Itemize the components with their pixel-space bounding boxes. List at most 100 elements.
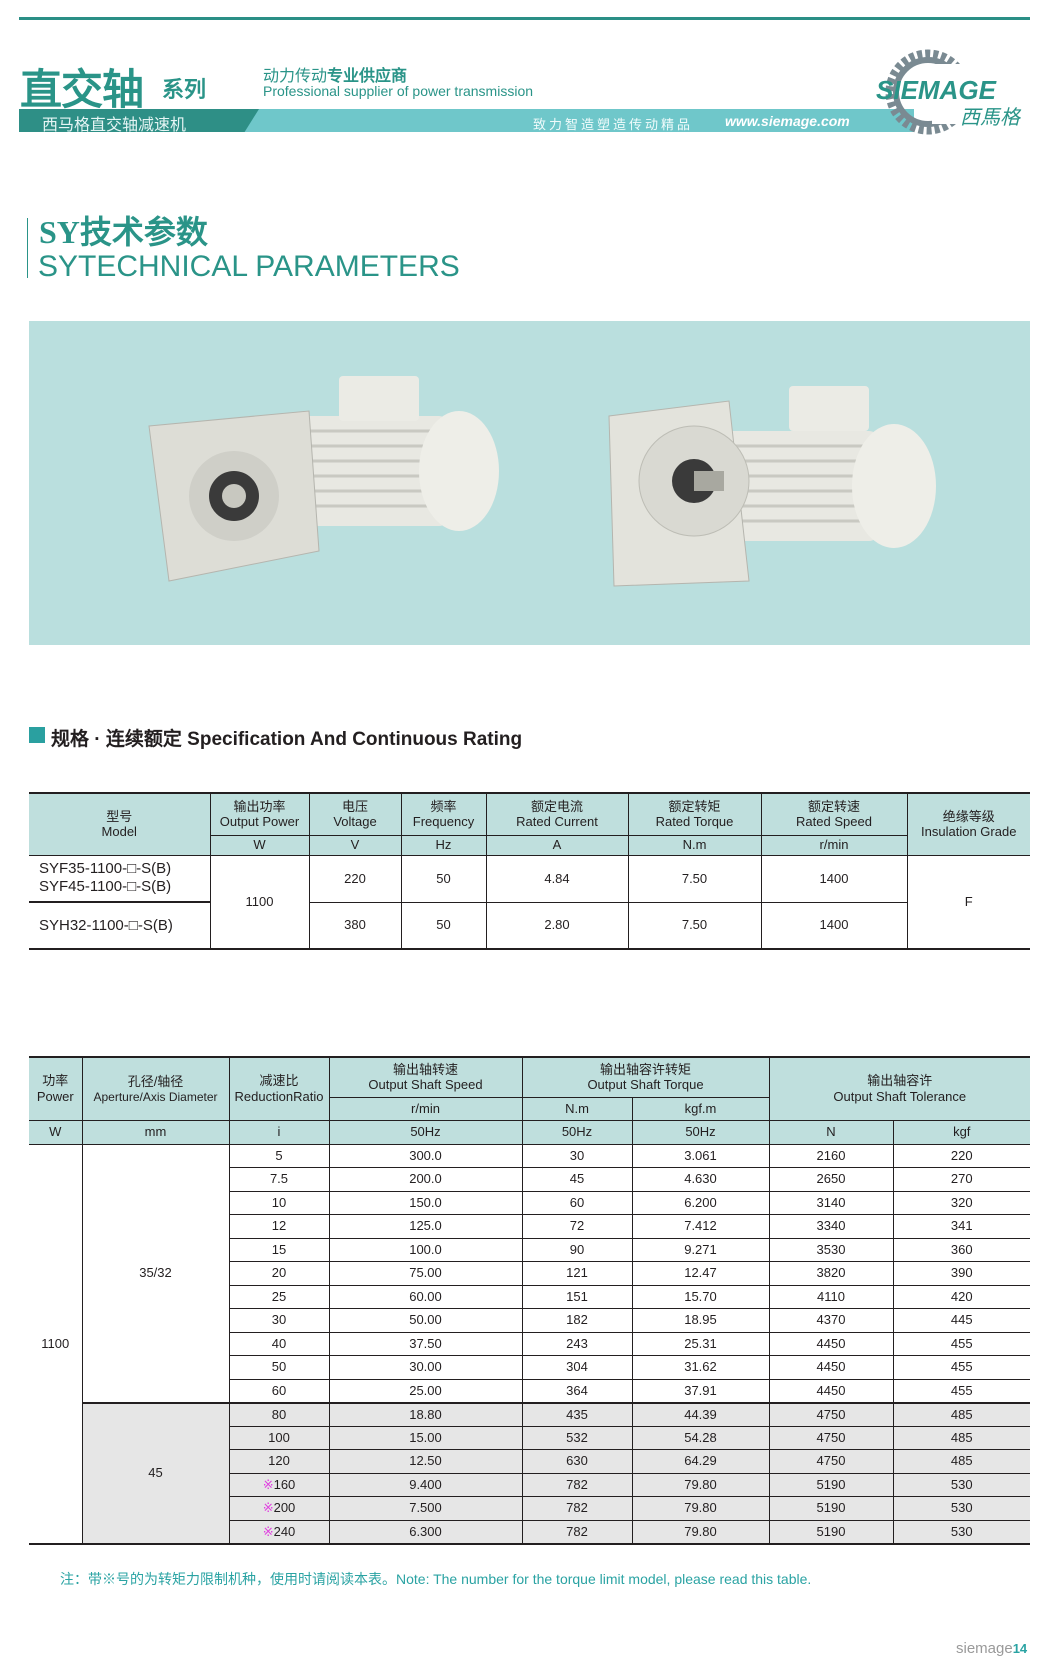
table-row: 50 30.00 304 31.62 4450 455 xyxy=(29,1355,1030,1380)
ratio-cell: 50 xyxy=(229,1355,330,1380)
unit-power: W xyxy=(29,1120,83,1145)
n-cell: 4750 xyxy=(768,1425,894,1450)
speed-cell: 7.500 xyxy=(328,1496,523,1521)
kgf-cell: 485 xyxy=(892,1425,1030,1450)
page-number: 14 xyxy=(1012,1641,1028,1656)
unit-ratio: i xyxy=(228,1120,330,1145)
header-frequency: 频率 Frequency xyxy=(400,792,487,836)
kgfm-cell: 25.31 xyxy=(631,1331,770,1356)
kgfm-cell: 9.271 xyxy=(631,1237,770,1262)
unit-speed: r/min xyxy=(760,834,907,856)
ratio-cell: 80 xyxy=(228,1401,330,1427)
n-cell: 2160 xyxy=(768,1143,894,1168)
speed-cell: 6.300 xyxy=(328,1519,523,1544)
speed-cell: 50.00 xyxy=(328,1308,523,1333)
nm-cell: 121 xyxy=(521,1261,633,1286)
speed-cell: 200.0 xyxy=(328,1167,523,1192)
ratio-cell: 30 xyxy=(229,1308,330,1333)
n-cell: 4370 xyxy=(768,1308,894,1333)
speed-cell: 300.0 xyxy=(328,1143,523,1168)
nm-cell: 243 xyxy=(521,1331,633,1356)
kgf-cell: 485 xyxy=(892,1401,1030,1427)
nm-cell: 304 xyxy=(521,1355,633,1380)
n-cell: 4450 xyxy=(768,1355,894,1380)
frequency-cell: 50 xyxy=(400,854,487,903)
svg-text:SIEMAGE: SIEMAGE xyxy=(876,75,997,105)
table-row: 100 15.00 532 54.28 4750 485 xyxy=(29,1425,1030,1450)
output-table: 功率 Power 孔径/轴径 Aperture/Axis Diameter 减速比 R… xyxy=(29,1056,1030,1545)
ratio-cell: 120 xyxy=(229,1449,330,1474)
kgf-cell: 270 xyxy=(892,1167,1030,1192)
kgf-cell: 220 xyxy=(892,1143,1030,1168)
kgfm-cell: 54.28 xyxy=(631,1425,770,1450)
kgfm-cell: 64.29 xyxy=(631,1449,770,1474)
nm-cell: 435 xyxy=(521,1401,633,1427)
aperture-cell: 45 xyxy=(82,1401,230,1544)
kgfm-cell: 79.80 xyxy=(631,1472,770,1497)
n-cell: 4750 xyxy=(768,1449,894,1474)
rating-table: 型号 Model 输出功率 Output Power 电压 Voltage 频率 Fre… xyxy=(29,792,1030,950)
ratio-cell: 10 xyxy=(229,1190,330,1215)
n-cell: 5190 xyxy=(768,1519,894,1544)
nm-cell: 364 xyxy=(521,1378,633,1403)
kgfm-cell: 18.95 xyxy=(631,1308,770,1333)
kgfm-cell: 6.200 xyxy=(631,1190,770,1215)
freq-torque-kgfm: 50Hz xyxy=(631,1120,770,1145)
freq-speed: 50Hz xyxy=(328,1120,523,1145)
table-row: 45 80 18.80 435 44.39 4750 485 xyxy=(29,1401,1030,1544)
kgfm-cell: 15.70 xyxy=(631,1284,770,1309)
unit-current: A xyxy=(485,834,629,856)
torque-limit-mark: ※ xyxy=(262,1500,274,1516)
freq-torque-nm: 50Hz xyxy=(521,1120,633,1145)
speed-cell: 60.00 xyxy=(328,1284,523,1309)
unit-torque-nm: N.m xyxy=(521,1096,633,1121)
table-row: SYH32-1100-□-S(B) 380 50 2.80 7.50 1400 xyxy=(29,901,1030,950)
kgfm-cell: 12.47 xyxy=(631,1261,770,1286)
speed-cell: 150.0 xyxy=(328,1190,523,1215)
frequency-cell: 50 xyxy=(400,901,487,950)
n-cell: 3340 xyxy=(768,1214,894,1239)
speed-cell: 100.0 xyxy=(328,1237,523,1262)
torque-cell: 7.50 xyxy=(627,854,762,903)
table-row: 15 100.0 90 9.271 3530 360 xyxy=(29,1237,1030,1262)
ratio-cell: 60 xyxy=(229,1378,330,1403)
kgf-cell: 420 xyxy=(892,1284,1030,1309)
table-row: ※240 6.300 782 79.80 5190 530 xyxy=(29,1519,1030,1544)
section-subtitle: SYTECHNICAL PARAMETERS xyxy=(38,250,460,283)
banner-dark-segment xyxy=(19,109,259,132)
n-cell: 3820 xyxy=(768,1261,894,1286)
table-row: SYF35-1100-□-S(B) SYF45-1100-□-S(B) 1100 … xyxy=(29,854,1030,950)
n-cell: 5190 xyxy=(768,1472,894,1497)
nm-cell: 60 xyxy=(521,1190,633,1215)
product-photo xyxy=(29,321,1030,645)
unit-speed: r/min xyxy=(329,1096,523,1121)
table-row: ※160 9.400 782 79.80 5190 530 xyxy=(29,1472,1030,1497)
nm-cell: 782 xyxy=(521,1472,633,1497)
ratio-cell: 12 xyxy=(229,1214,330,1239)
kgf-cell: 390 xyxy=(892,1261,1030,1286)
n-cell: 5190 xyxy=(768,1496,894,1521)
unit-torque-kgfm: kgf.m xyxy=(631,1096,770,1121)
kgf-cell: 455 xyxy=(892,1355,1030,1380)
header-aperture: 孔径/轴径 Aperture/Axis Diameter xyxy=(81,1056,230,1121)
table-row: 12 125.0 72 7.412 3340 341 xyxy=(29,1214,1030,1239)
kgfm-cell: 31.62 xyxy=(631,1355,770,1380)
kgfm-cell: 3.061 xyxy=(631,1143,770,1168)
banner-url[interactable]: www.siemage.com xyxy=(725,113,850,129)
kgfm-cell: 79.80 xyxy=(631,1519,770,1544)
kgfm-cell: 44.39 xyxy=(631,1401,770,1427)
header-voltage: 电压 Voltage xyxy=(308,792,402,836)
kgf-cell: 455 xyxy=(892,1378,1030,1403)
kgf-cell: 341 xyxy=(892,1214,1030,1239)
torque-limit-mark: ※ xyxy=(262,1476,274,1492)
kgf-cell: 445 xyxy=(892,1308,1030,1333)
nm-cell: 90 xyxy=(521,1237,633,1262)
kgf-cell: 320 xyxy=(892,1190,1030,1215)
unit-power: W xyxy=(210,834,310,856)
speed-cell: 1400 xyxy=(760,854,908,903)
kgfm-cell: 7.412 xyxy=(631,1214,770,1239)
torque-cell: 7.50 xyxy=(627,901,762,950)
nm-cell: 782 xyxy=(521,1519,633,1544)
table-row: 120 12.50 630 64.29 4750 485 xyxy=(29,1449,1030,1474)
nm-cell: 532 xyxy=(521,1425,633,1450)
